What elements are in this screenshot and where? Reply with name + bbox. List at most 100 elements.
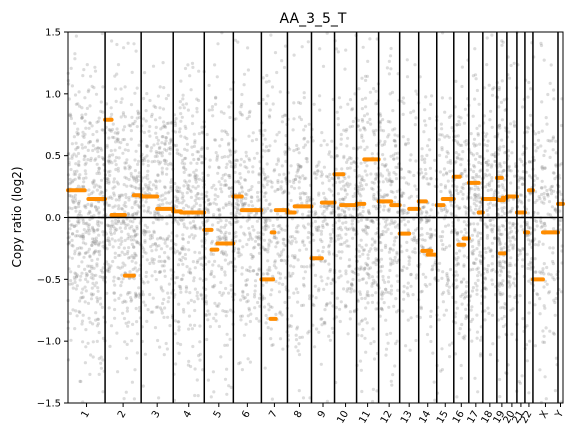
data-point (493, 236, 497, 240)
data-point (328, 269, 332, 273)
data-point (445, 172, 449, 176)
data-point (492, 86, 496, 90)
data-point (200, 125, 204, 129)
data-point (486, 246, 491, 250)
data-point (174, 117, 178, 121)
data-point (442, 313, 446, 317)
data-point (147, 192, 151, 196)
data-point (529, 260, 533, 264)
data-point (390, 180, 394, 184)
data-point (216, 304, 220, 308)
data-point (327, 187, 331, 191)
data-point (506, 149, 511, 153)
data-point (497, 281, 501, 285)
data-point (276, 231, 280, 235)
data-point (499, 268, 503, 272)
data-point (236, 40, 240, 44)
data-point (248, 269, 252, 273)
data-point (253, 306, 257, 310)
data-point (363, 169, 367, 173)
data-point (93, 242, 97, 246)
data-point (460, 143, 464, 147)
data-point (185, 142, 189, 146)
data-point (153, 242, 157, 246)
data-point (182, 225, 187, 229)
data-point (225, 392, 229, 396)
data-point (268, 144, 272, 148)
data-point (126, 212, 130, 216)
data-point (526, 238, 531, 242)
data-point (121, 151, 125, 155)
data-point (133, 119, 137, 123)
data-point (226, 143, 231, 147)
data-point (490, 33, 494, 37)
data-point (223, 129, 227, 133)
data-point (179, 342, 183, 347)
data-point (240, 92, 244, 97)
data-point (362, 268, 366, 272)
data-point (206, 198, 210, 203)
data-point (206, 208, 210, 212)
data-point (117, 193, 121, 198)
data-point (266, 250, 270, 254)
data-point (501, 305, 505, 309)
data-point (113, 131, 117, 135)
data-point (173, 217, 177, 221)
data-point (236, 199, 240, 203)
data-point (222, 235, 226, 239)
data-point (209, 272, 213, 277)
data-point (425, 219, 430, 223)
data-point (347, 264, 351, 268)
data-point (438, 235, 442, 239)
data-point (483, 287, 487, 291)
data-point (195, 161, 199, 165)
data-point (477, 207, 481, 212)
data-point (263, 128, 267, 132)
data-point (207, 108, 211, 112)
data-point (298, 195, 302, 199)
data-point (551, 276, 555, 280)
data-point (483, 143, 487, 147)
data-point (181, 97, 185, 101)
data-point (248, 265, 252, 269)
data-point (363, 266, 367, 271)
data-point (262, 207, 266, 211)
data-point (470, 339, 474, 343)
data-point (498, 240, 502, 244)
data-point (428, 166, 432, 170)
data-point (533, 228, 537, 232)
data-point (365, 145, 369, 149)
data-point (266, 94, 270, 98)
data-point (196, 191, 200, 196)
data-point (240, 314, 244, 318)
data-point (219, 187, 223, 191)
data-point (461, 150, 465, 154)
data-point (437, 268, 441, 272)
data-point (69, 180, 73, 184)
data-point (508, 285, 512, 289)
data-point (188, 188, 192, 192)
data-point (74, 234, 78, 238)
data-point (329, 189, 333, 193)
data-point (321, 249, 325, 254)
data-point (428, 282, 432, 286)
data-point (163, 185, 167, 189)
data-point (146, 188, 150, 192)
data-point (136, 162, 140, 166)
data-point (95, 262, 99, 266)
data-point (107, 181, 111, 185)
data-point (222, 183, 227, 187)
data-point (537, 130, 541, 135)
data-point (223, 155, 227, 159)
data-point (83, 145, 87, 149)
data-point (429, 325, 433, 329)
data-point (528, 226, 532, 230)
data-point (86, 264, 90, 268)
data-point (414, 116, 418, 120)
data-point (151, 64, 156, 68)
data-point (342, 287, 346, 291)
data-point (379, 306, 384, 310)
data-point (490, 93, 495, 97)
data-point (107, 155, 111, 159)
data-point (113, 229, 117, 233)
